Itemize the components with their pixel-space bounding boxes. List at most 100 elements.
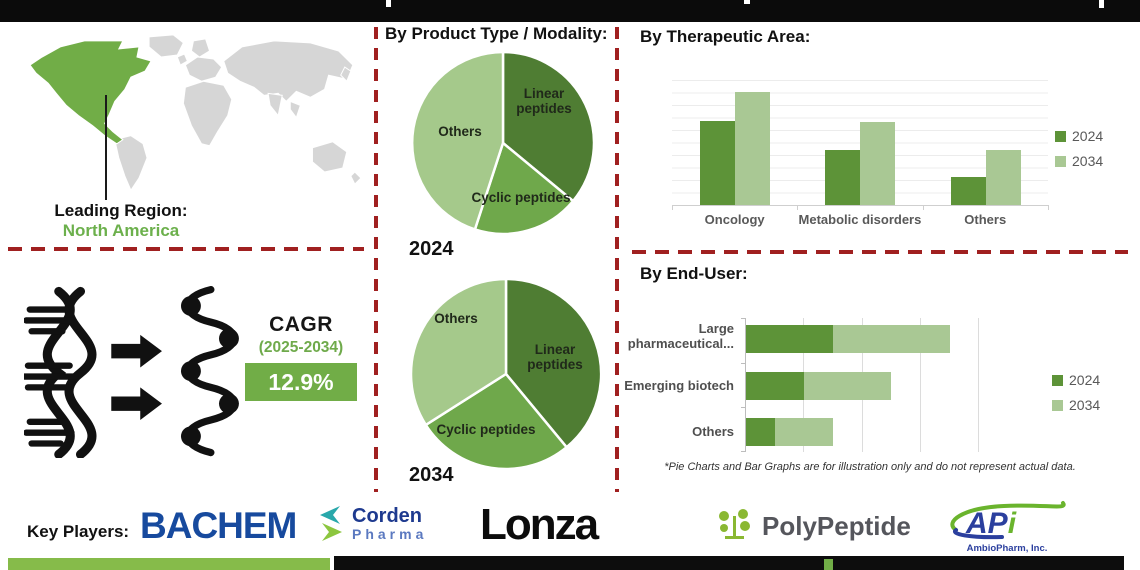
bar-group-others	[923, 150, 1048, 205]
bar-metabolic-2024	[824, 150, 860, 205]
axis-tick	[741, 363, 745, 364]
corden-pharma-wordmark: Pharma	[352, 526, 428, 542]
gridline	[978, 318, 979, 452]
leading-region-value: North America	[62, 221, 180, 240]
bar-metabolic-2034	[859, 122, 895, 205]
axis-tick	[923, 205, 924, 210]
divider-left-horizontal	[8, 247, 364, 251]
bar-others-2034	[985, 150, 1021, 205]
stacked-bar-large-pharma	[746, 325, 950, 353]
legend-label-2024: 2024	[1069, 372, 1101, 388]
segment-large-pharma-2024	[746, 325, 833, 353]
legend-swatch-2024	[1052, 374, 1063, 386]
section-heading-therapeutic-area: By Therapeutic Area:	[640, 27, 811, 46]
category-label-oncology: Oncology	[704, 212, 765, 227]
south-america-shape	[114, 135, 148, 192]
category-label-large-pharma: Large pharmaceutical...	[627, 321, 734, 351]
axis-tick	[741, 407, 745, 408]
divider-vertical-left	[374, 27, 378, 492]
footer-black-bar	[334, 556, 1124, 570]
bar-group-oncology	[672, 92, 797, 205]
title-fragment	[744, 0, 750, 4]
pie-chart-2034	[409, 277, 603, 471]
pie-slice-cyclic-peptides	[473, 140, 575, 236]
pie-year-label-2024: 2024	[409, 238, 454, 260]
therapeutic-area-chart	[672, 80, 1048, 205]
australia-shape	[311, 141, 348, 173]
legend-label-2034: 2034	[1072, 153, 1104, 169]
axis-tick	[672, 205, 673, 210]
cagr-label: CAGR	[269, 313, 333, 336]
cagr-value-badge: 12.9%	[245, 363, 357, 401]
bar-oncology-2034	[734, 92, 770, 205]
category-label-metabolic: Metabolic disorders	[798, 212, 922, 227]
japan-shape	[340, 66, 352, 83]
pie-slice-cyclic-peptides	[424, 372, 569, 471]
greenland-shape	[148, 34, 184, 58]
divider-right-horizontal	[632, 250, 1128, 254]
pie-slice-linear-peptides	[504, 277, 603, 449]
divider-vertical-right	[615, 27, 619, 492]
cagr-period: (2025-2034)	[258, 339, 344, 356]
dna-to-peptide-icon	[24, 286, 239, 458]
segment-others-2034	[775, 418, 833, 446]
legend-label-2024: 2024	[1072, 128, 1104, 144]
segment-others-2024	[746, 418, 775, 446]
gridline	[920, 318, 921, 452]
europe-shape	[184, 56, 223, 82]
uk-shape	[176, 53, 189, 66]
polypeptide-icon	[719, 509, 750, 539]
category-label-others: Others	[692, 424, 734, 439]
bar-group-metabolic	[797, 122, 922, 205]
logo-polypeptide: PolyPeptide	[716, 508, 911, 544]
api-swoosh-icon: APi	[950, 501, 1066, 540]
y-axis-line	[745, 318, 746, 452]
logo-bachem: BACHEM	[140, 505, 297, 546]
segment-large-pharma-2034	[833, 325, 950, 353]
end-user-legend: 2024 2034	[1052, 372, 1100, 413]
axis-tick	[741, 318, 745, 319]
peptide-chain	[180, 286, 239, 457]
svg-text:APi: APi	[965, 507, 1017, 540]
ambiopharm-wordmark: AmbioPharm, Inc.	[966, 543, 1048, 554]
scandinavia-shape	[190, 38, 211, 58]
legend-swatch-2024	[1055, 130, 1066, 142]
axis-tick	[797, 205, 798, 210]
segment-emerging-biotech-2034	[804, 372, 891, 400]
africa-shape	[182, 80, 233, 147]
stacked-bar-others	[746, 418, 833, 446]
pie-year-label-2034: 2034	[409, 464, 454, 486]
footer-green-notch	[824, 559, 833, 570]
bar-others-2024	[950, 177, 986, 205]
title-fragment	[386, 0, 391, 7]
axis-tick	[1048, 205, 1049, 210]
section-heading-product-type: By Product Type / Modality:	[385, 24, 608, 43]
asia-shape	[223, 40, 354, 103]
transform-arrows	[111, 334, 162, 420]
stacked-bar-emerging-biotech	[746, 372, 891, 400]
section-heading-end-user: By End-User:	[640, 264, 748, 283]
new-zealand-shape	[350, 171, 362, 185]
logo-ambiopharm: APi AmbioPharm, Inc.	[942, 500, 1072, 554]
north-america-highlight	[29, 40, 152, 145]
therapeutic-area-legend: 2024 2034	[1055, 128, 1103, 169]
legend-swatch-2034	[1055, 155, 1066, 167]
india-shape	[267, 92, 283, 117]
category-label-others: Others	[964, 212, 1007, 227]
top-title-bar	[0, 0, 1140, 22]
logo-lonza: Lonza	[480, 500, 599, 549]
x-axis-line	[672, 205, 1049, 206]
map-pointer-line	[105, 95, 107, 200]
corden-swoosh-icon	[320, 506, 342, 541]
logo-corden-pharma: Corden Pharma	[316, 506, 427, 542]
segment-emerging-biotech-2024	[746, 372, 804, 400]
title-fragment	[1099, 0, 1104, 8]
pie-slice-others	[409, 277, 508, 427]
illustration-footnote: *Pie Charts and Bar Graphs are for illus…	[664, 461, 1076, 473]
end-user-chart	[741, 318, 985, 452]
legend-label-2034: 2034	[1069, 397, 1101, 413]
key-players-label: Key Players:	[27, 522, 130, 541]
pie-slice-others	[410, 50, 505, 232]
sea-shape	[289, 100, 301, 119]
category-label-emerging-biotech: Emerging biotech	[624, 378, 734, 393]
